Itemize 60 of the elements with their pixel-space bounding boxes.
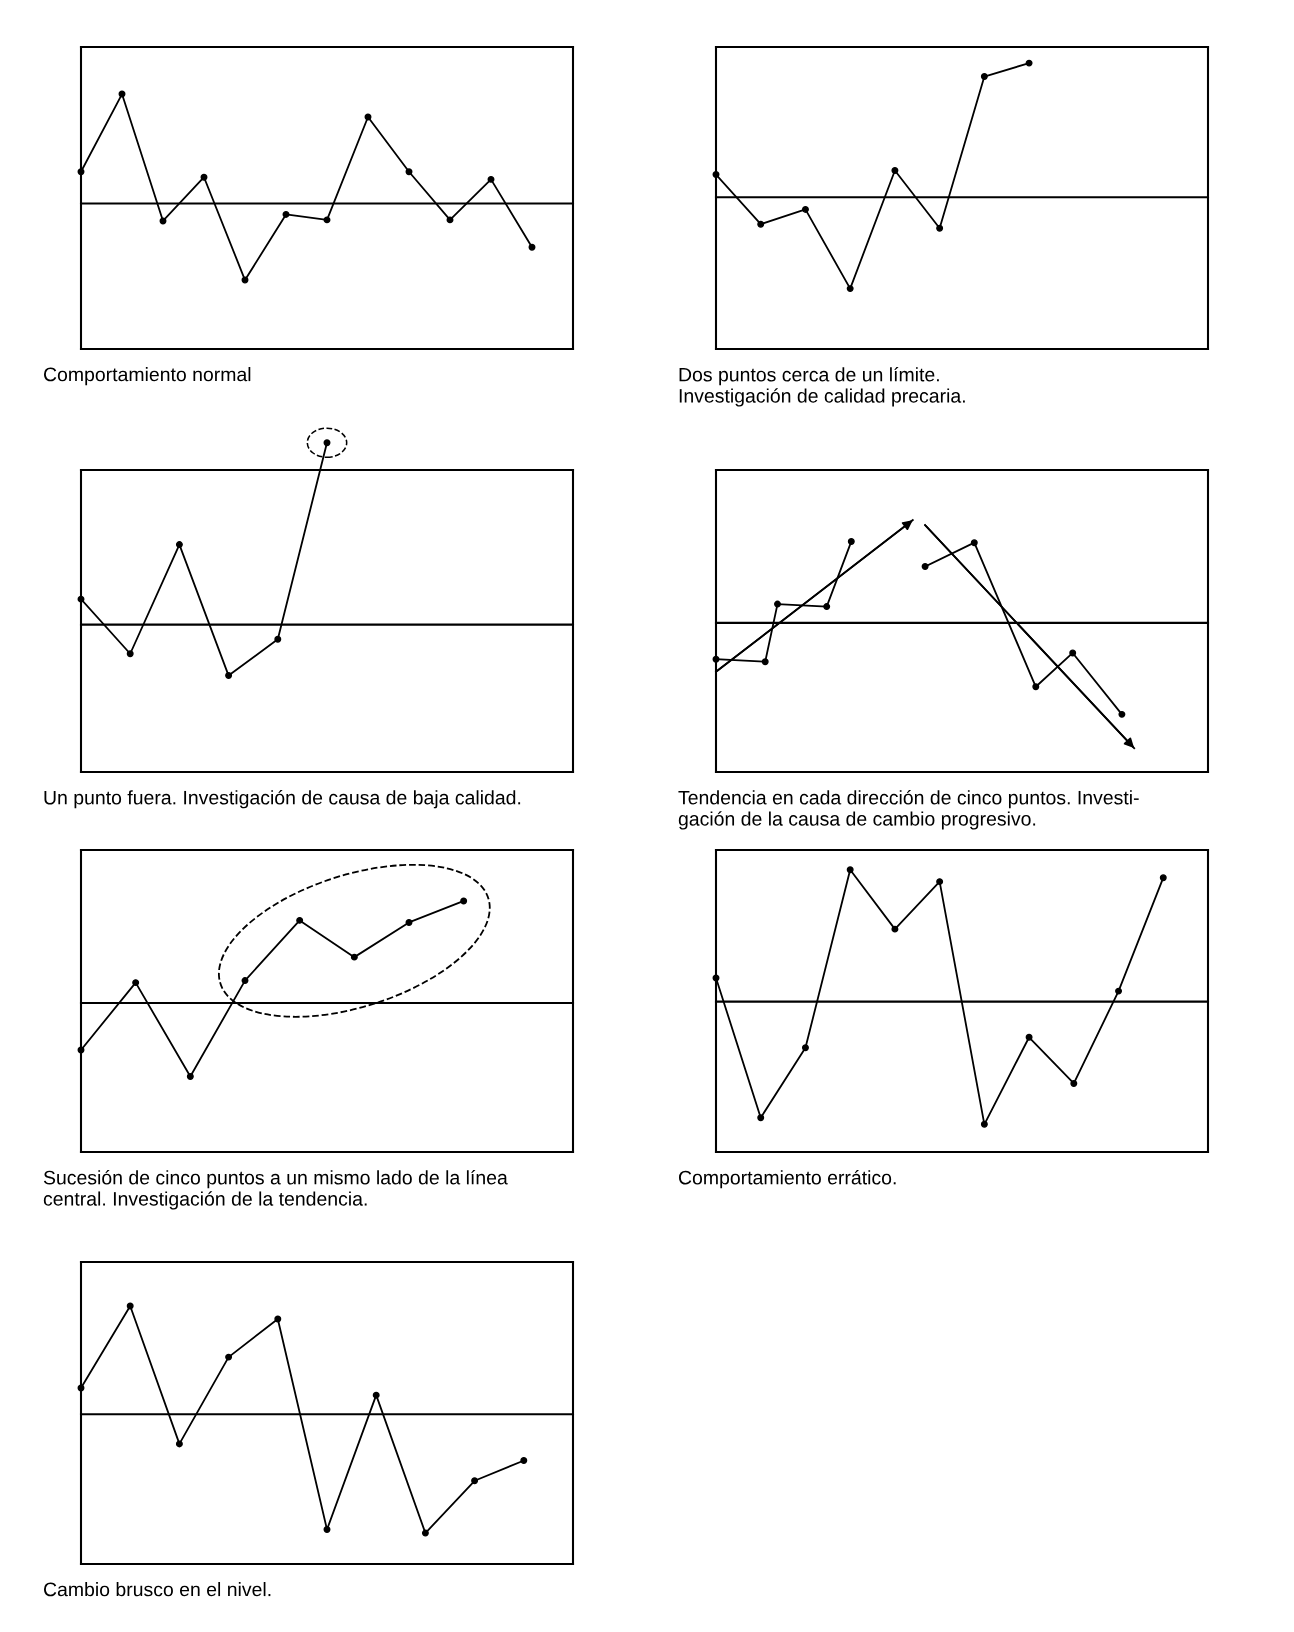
point bbox=[405, 168, 413, 176]
point bbox=[487, 175, 495, 183]
point bbox=[1159, 874, 1167, 882]
point bbox=[846, 285, 854, 293]
point bbox=[980, 73, 988, 81]
point bbox=[241, 977, 249, 985]
point bbox=[757, 220, 765, 228]
point bbox=[274, 1315, 282, 1323]
point bbox=[186, 1073, 194, 1080]
point bbox=[126, 650, 134, 658]
point bbox=[761, 658, 769, 666]
point bbox=[891, 167, 899, 174]
point bbox=[1069, 649, 1077, 657]
point bbox=[225, 672, 233, 680]
point bbox=[847, 537, 855, 545]
point bbox=[323, 1526, 331, 1533]
point bbox=[225, 1353, 233, 1361]
point bbox=[323, 216, 331, 224]
point bbox=[1032, 683, 1040, 691]
point bbox=[421, 1529, 429, 1537]
point bbox=[460, 897, 468, 905]
point bbox=[471, 1477, 479, 1485]
point bbox=[126, 1302, 134, 1310]
point bbox=[520, 1457, 528, 1465]
point bbox=[757, 1114, 765, 1122]
point bbox=[823, 603, 831, 611]
point bbox=[936, 224, 944, 232]
text: Un punto fuera. Investigación de causa de baja calidad. bbox=[44, 790, 521, 809]
point bbox=[274, 635, 282, 643]
point bbox=[980, 1120, 988, 1128]
text: Dos puntos cerca de un límite. Investigación de calidad precaria. bbox=[679, 367, 965, 407]
text: Tendencia en cada dirección de cinco puntos. Investi- gación de la causa de cambio progresivo. bbox=[678, 790, 1139, 830]
text: Comportamiento normal bbox=[43, 367, 251, 386]
point bbox=[528, 243, 536, 251]
point bbox=[936, 878, 944, 886]
point bbox=[175, 541, 183, 549]
point bbox=[372, 1391, 380, 1399]
point bbox=[801, 1044, 809, 1052]
point bbox=[175, 1440, 183, 1448]
point bbox=[1115, 987, 1123, 995]
text: Sucesión de cinco puntos a un mismo lado de la línea central. Investigación de la tendencia. bbox=[43, 1170, 508, 1210]
text: Comportamiento errático. bbox=[678, 1170, 896, 1189]
point bbox=[282, 210, 290, 218]
point bbox=[200, 173, 208, 181]
point bbox=[1118, 710, 1126, 718]
point bbox=[1070, 1079, 1078, 1087]
point bbox=[446, 216, 454, 224]
point bbox=[1025, 59, 1033, 67]
point bbox=[970, 539, 978, 547]
text: Cambio brusco en el nivel. bbox=[43, 1582, 271, 1597]
point bbox=[921, 563, 929, 570]
point bbox=[774, 600, 781, 608]
point bbox=[846, 866, 854, 874]
point bbox=[132, 979, 140, 987]
point bbox=[350, 953, 358, 961]
point bbox=[801, 205, 809, 213]
point bbox=[891, 925, 899, 933]
point bbox=[1025, 1033, 1033, 1041]
point bbox=[405, 918, 413, 926]
point bbox=[296, 916, 304, 924]
